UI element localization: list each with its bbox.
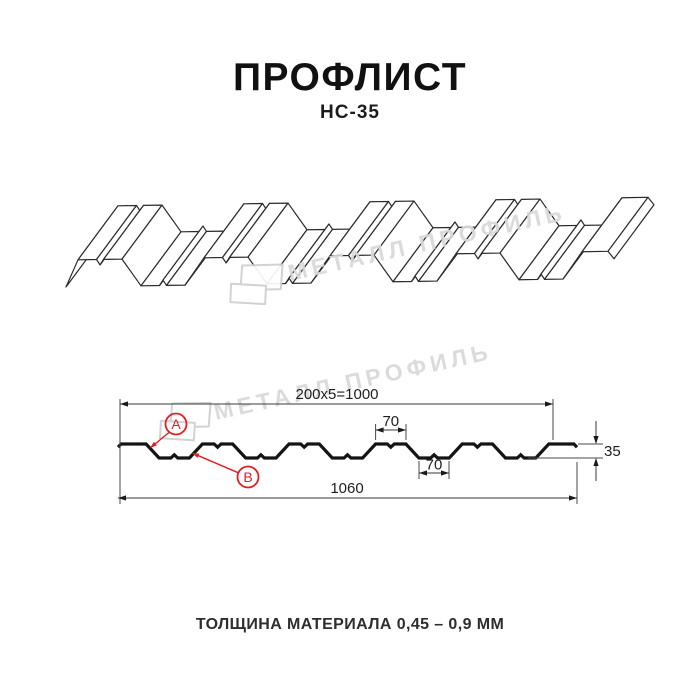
label-b-marker: В [192,453,260,489]
dim-profile-height: 35 [528,421,621,481]
svg-text:70: 70 [382,413,399,430]
svg-text:В: В [243,469,252,485]
svg-text:35: 35 [604,443,621,460]
sheet-face [607,196,655,260]
material-thickness-note: ТОЛЩИНА МАТЕРИАЛА 0,45 – 0,9 ММ [195,616,505,633]
profile-model-label: НС-35 [320,102,380,123]
page-title: ПРОФЛИСТ [232,56,468,99]
svg-text:200x5=1000: 200x5=1000 [296,386,379,403]
watermark-logo-icon [229,263,284,306]
svg-text:1060: 1060 [330,480,363,497]
watermark-text: МЕТАЛЛ ПРОФИЛЬ [211,338,494,425]
dim-valley-width: 70 [418,457,450,479]
svg-text:А: А [171,416,181,432]
svg-text:70: 70 [426,457,443,474]
profile-3d-drawing [65,196,655,288]
cross-section-drawing [116,442,579,460]
dim-top-length: 200x5=1000 [119,386,554,504]
dim-flange-width: 70 [375,413,407,440]
label-a-marker: А [150,412,188,448]
dim-total-width: 1060 [118,462,578,504]
